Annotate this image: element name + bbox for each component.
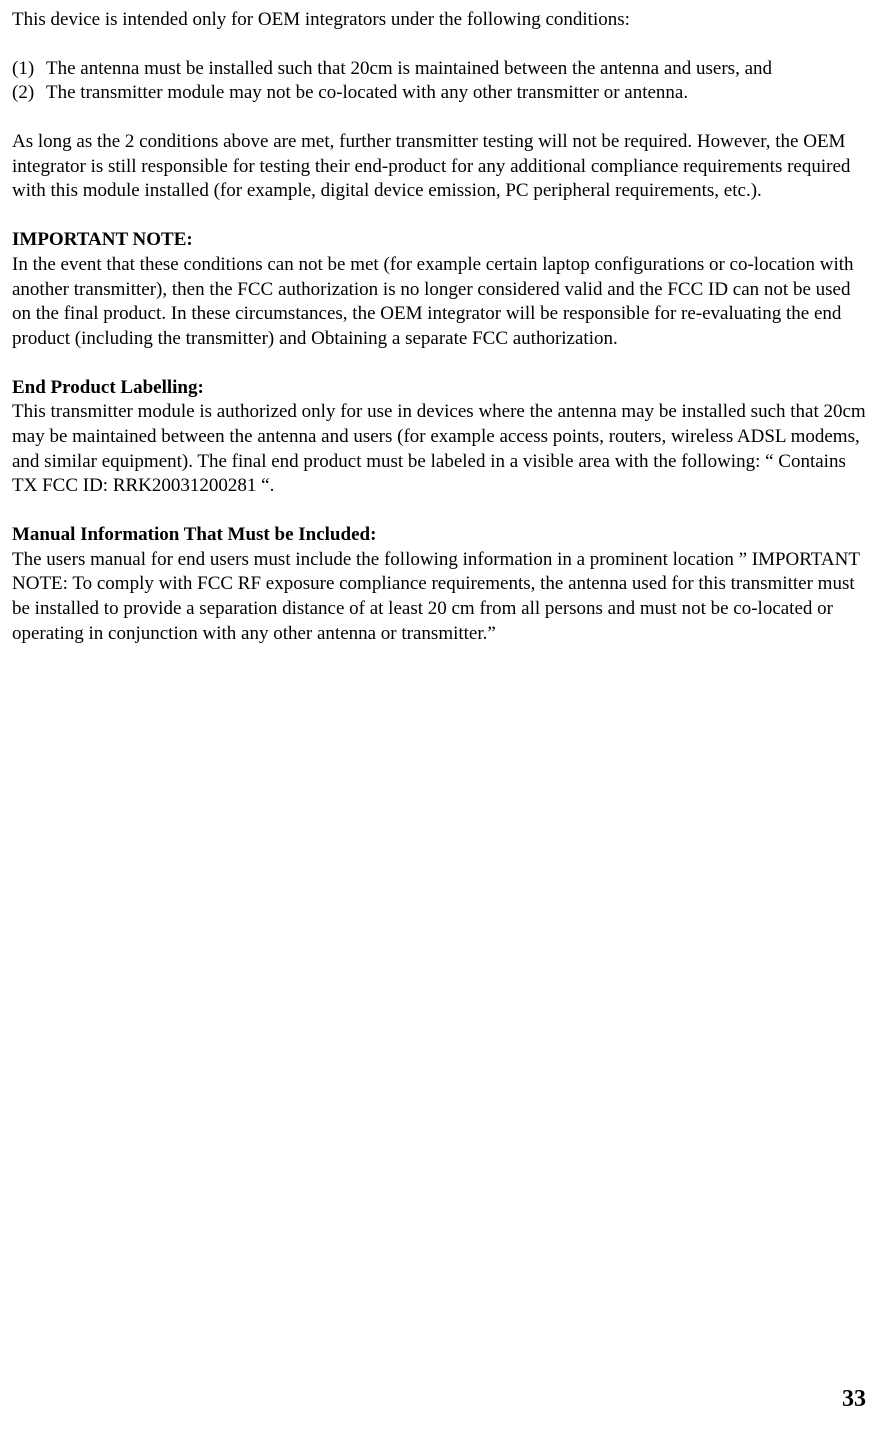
- end-product-labelling-heading: End Product Labelling:: [12, 376, 872, 401]
- spacer: [12, 33, 872, 57]
- end-product-labelling-body: This transmitter module is authorized on…: [12, 400, 872, 499]
- manual-info-heading: Manual Information That Must be Included…: [12, 523, 872, 548]
- important-note-heading: IMPORTANT NOTE:: [12, 228, 872, 253]
- spacer: [12, 352, 872, 376]
- condition-number: (2): [12, 81, 46, 106]
- spacer: [12, 106, 872, 130]
- spacer: [12, 204, 872, 228]
- page-number: 33: [842, 1384, 866, 1415]
- condition-item: (2) The transmitter module may not be co…: [12, 81, 872, 106]
- condition-item: (1) The antenna must be installed such t…: [12, 57, 872, 82]
- spacer: [12, 499, 872, 523]
- intro-text: This device is intended only for OEM int…: [12, 8, 872, 33]
- condition-number: (1): [12, 57, 46, 82]
- condition-text: The transmitter module may not be co-loc…: [46, 81, 872, 106]
- followup-paragraph: As long as the 2 conditions above are me…: [12, 130, 872, 204]
- conditions-list: (1) The antenna must be installed such t…: [12, 57, 872, 106]
- important-note-body: In the event that these conditions can n…: [12, 253, 872, 352]
- manual-info-body: The users manual for end users must incl…: [12, 548, 872, 647]
- condition-text: The antenna must be installed such that …: [46, 57, 872, 82]
